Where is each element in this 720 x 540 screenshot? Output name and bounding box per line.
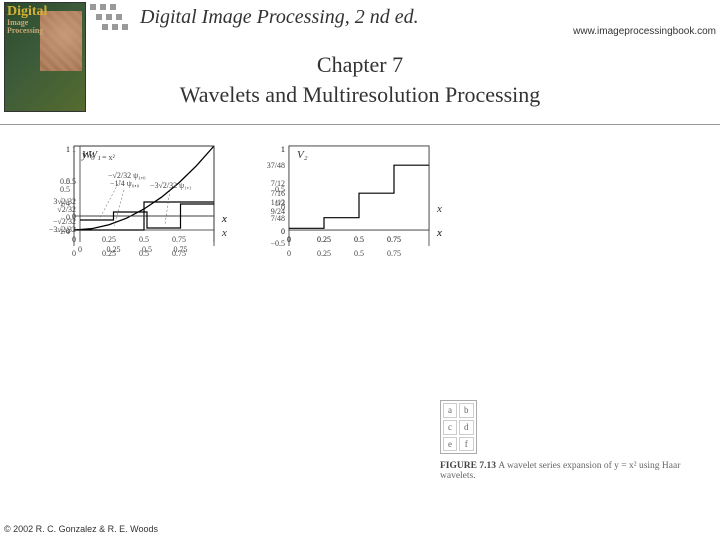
svg-text:0.25: 0.25 (107, 245, 121, 254)
svg-text:37/48: 37/48 (267, 161, 285, 170)
svg-text:1: 1 (72, 145, 76, 154)
svg-text:−3√2/32 ψ₁,₁: −3√2/32 ψ₁,₁ (150, 181, 192, 190)
chapter-title: Wavelets and Multiresolution Processing (0, 82, 720, 108)
svg-text:3√2/32: 3√2/32 (53, 197, 76, 206)
svg-text:0: 0 (287, 235, 291, 244)
svg-text:−3√2/32: −3√2/32 (49, 225, 76, 234)
svg-text:0.75: 0.75 (387, 235, 401, 244)
svg-text:−√2/32 ψ₁,₀: −√2/32 ψ₁,₀ (108, 171, 146, 180)
book-cover-title: Digital Image Processing (7, 5, 47, 35)
svg-text:0.5: 0.5 (142, 245, 152, 254)
svg-text:W₁: W₁ (88, 149, 101, 161)
book-title: Digital Image Processing, 2 nd ed. (140, 6, 419, 29)
svg-text:0: 0 (78, 245, 82, 254)
svg-text:V₂: V₂ (297, 149, 308, 161)
svg-text:x: x (436, 227, 442, 239)
figure-caption-block: ab cd ef FIGURE 7.13 A wavelet series ex… (440, 400, 710, 481)
svg-text:0.5: 0.5 (354, 235, 364, 244)
figure-caption: FIGURE 7.13 A wavelet series expansion o… (440, 461, 710, 481)
panel-e: W₁ −√2/32 ψ₁,₀ −3√2/32 ψ₁,₁ −3√2/32 −√2/… (36, 138, 236, 248)
copyright-text: © 2002 R. C. Gonzalez & R. E. Woods (4, 524, 158, 534)
svg-text:x: x (221, 213, 227, 225)
svg-text:1: 1 (281, 145, 285, 154)
book-url: www.imageprocessingbook.com (573, 26, 716, 37)
svg-text:9/24: 9/24 (271, 207, 285, 216)
slide-header: Digital Image Processing Digital Image P… (0, 0, 720, 125)
svg-text:0.25: 0.25 (317, 235, 331, 244)
panel-label-grid: ab cd ef (440, 400, 477, 454)
panel-f: V₂ 0 7/48 9/24 7/16 37/48 1 0 0.25 0.5 0… (251, 138, 451, 248)
svg-text:√2/32: √2/32 (57, 205, 76, 214)
header-decoration (90, 4, 135, 44)
svg-text:0.5: 0.5 (66, 177, 76, 186)
svg-text:0: 0 (281, 227, 285, 236)
chapter-number: Chapter 7 (0, 52, 720, 78)
svg-text:0.75: 0.75 (174, 245, 188, 254)
svg-text:7/16: 7/16 (271, 189, 285, 198)
